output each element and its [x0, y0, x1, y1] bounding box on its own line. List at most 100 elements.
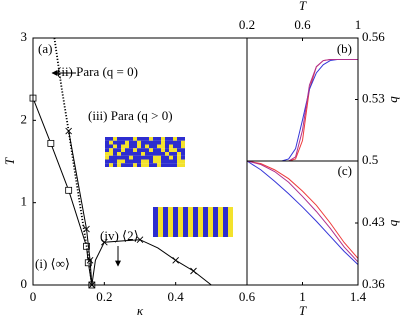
lattice-cell: [149, 140, 153, 145]
lattice-cell: [125, 163, 129, 167]
lattice-cell: [117, 140, 121, 145]
lattice-cell: [125, 159, 129, 164]
lattice-cell: [157, 148, 161, 152]
lattice-cell: [117, 155, 121, 160]
lattice-cell: [133, 155, 137, 160]
lattice-cell: [133, 144, 137, 149]
lattice-cell: [161, 137, 165, 141]
lattice-cell: [181, 152, 185, 156]
lattice-cell: [133, 137, 137, 141]
lattice-cell: [109, 152, 113, 156]
lattice-cell: [137, 163, 141, 167]
lattice-cell: [153, 163, 157, 167]
lattice-cell: [153, 155, 157, 160]
lattice-cell: [161, 144, 165, 149]
lattice-cell: [165, 148, 169, 152]
lattice-cell: [149, 137, 153, 141]
lattice-stripe: [208, 207, 213, 237]
lattice-cell: [169, 140, 173, 145]
lattice-insets: [105, 137, 233, 237]
lattice-cell: [169, 163, 173, 167]
series-line: [53, 37, 93, 286]
lattice-cell: [129, 137, 133, 141]
lattice-cell: [157, 155, 161, 160]
lattice-cell: [129, 152, 133, 156]
lattice-cell: [173, 159, 177, 164]
lattice-cell: [181, 140, 185, 145]
lattice-cell: [157, 144, 161, 149]
lattice-cell: [129, 140, 133, 145]
x-tick-label: 0.4: [168, 289, 185, 304]
lattice-cell: [141, 155, 145, 160]
y-tick-label: 0: [21, 276, 28, 291]
series-line: [246, 160, 359, 259]
x-marker: [190, 267, 197, 275]
lattice-cell: [165, 155, 169, 160]
lattice-cell: [145, 137, 149, 141]
lattice-cell: [165, 140, 169, 145]
lattice-cell: [129, 155, 133, 160]
lattice-cell: [105, 140, 109, 145]
lattice-cell: [165, 159, 169, 164]
lattice-cell: [161, 148, 165, 152]
lattice-cell: [177, 159, 181, 164]
lattice-cell: [181, 144, 185, 149]
lattice-cell: [121, 137, 125, 141]
y-tick-label: 2: [21, 111, 28, 126]
lattice-cell: [169, 159, 173, 164]
lattice-cell: [173, 144, 177, 149]
lattice-cell: [169, 148, 173, 152]
lattice-cell: [113, 155, 117, 160]
lattice-cell: [161, 140, 165, 145]
lattice-cell: [133, 159, 137, 164]
lattice-cell: [113, 152, 117, 156]
lattice-cell: [141, 137, 145, 141]
lattice-cell: [165, 144, 169, 149]
lattice-cell: [129, 159, 133, 164]
lattice-cell: [181, 155, 185, 160]
lattice-cell: [173, 140, 177, 145]
x-tick-label: 1.4: [350, 289, 367, 304]
lattice-cell: [121, 163, 125, 167]
lattice-cell: [161, 152, 165, 156]
square-marker: [84, 259, 92, 267]
lattice-cell: [105, 163, 109, 167]
y-tick-label: 0.56: [362, 29, 385, 44]
lattice-cell: [129, 144, 133, 149]
lattice-cell: [125, 137, 129, 141]
lattice-cell: [133, 152, 137, 156]
lattice-cell: [133, 163, 137, 167]
lattice-cell: [181, 163, 185, 167]
lattice-cell: [145, 159, 149, 164]
lattice-stripe: [173, 207, 178, 237]
lattice-cell: [173, 155, 177, 160]
lattice-cell: [177, 144, 181, 149]
lattice-cell: [141, 148, 145, 152]
lattice-cell: [113, 148, 117, 152]
lattice-cell: [121, 152, 125, 156]
lattice-cell: [109, 163, 113, 167]
lattice-cell: [137, 137, 141, 141]
lattice-cell: [173, 148, 177, 152]
lattice-cell: [121, 140, 125, 145]
x-tick-label: 1: [355, 17, 362, 32]
lattice-cell: [177, 140, 181, 145]
lattice-cell: [161, 163, 165, 167]
lattice-cell: [125, 140, 129, 145]
lattice-stripe: [198, 207, 203, 237]
lattice-cell: [125, 144, 129, 149]
lattice-cell: [157, 137, 161, 141]
annotation: (c): [338, 163, 352, 178]
lattice-cell: [109, 159, 113, 164]
lattice-cell: [165, 163, 169, 167]
lattice-cell: [113, 140, 117, 145]
lattice-cell: [161, 159, 165, 164]
lattice-cell: [177, 155, 181, 160]
lattice-cell: [109, 137, 113, 141]
lattice-cell: [141, 163, 145, 167]
x-axis-label: T: [299, 0, 307, 13]
x-tick-label: 0.2: [239, 17, 255, 32]
lattice-cell: [109, 148, 113, 152]
lattice-cell: [157, 152, 161, 156]
